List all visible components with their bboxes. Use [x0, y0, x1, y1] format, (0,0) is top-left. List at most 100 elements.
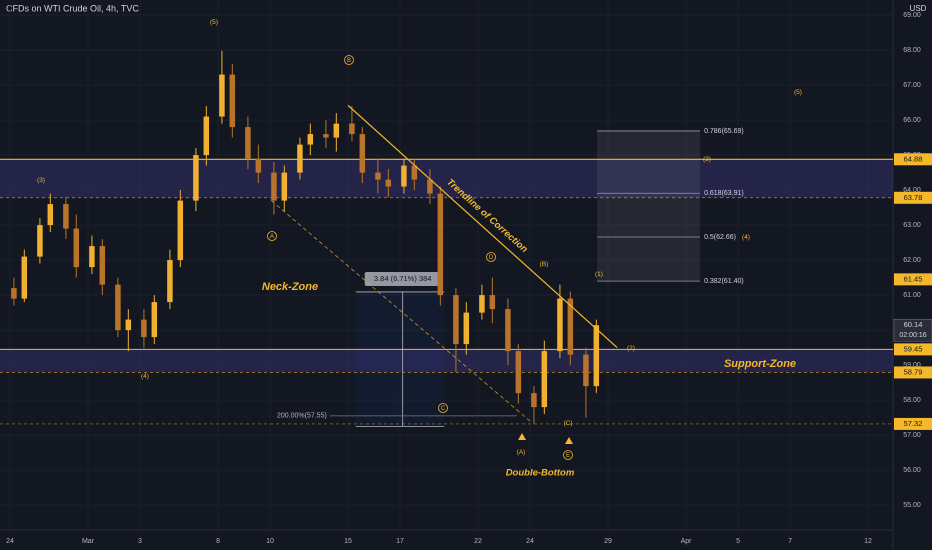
- wave-label: (A): [517, 449, 526, 456]
- wave-label: (C): [563, 420, 572, 427]
- wave-label: (3): [703, 156, 711, 163]
- x-tick-label: 22: [474, 538, 482, 545]
- wave-circle: [267, 231, 277, 241]
- wave-label: (5): [210, 19, 218, 26]
- candle-body: [505, 309, 511, 352]
- candle-body: [333, 123, 340, 138]
- candle-body: [593, 325, 600, 387]
- y-tick-label: 68.00: [903, 47, 921, 54]
- candle-body: [541, 351, 548, 408]
- wave-label: (3): [37, 177, 45, 184]
- candle-body: [73, 228, 80, 268]
- wave-label: (4): [141, 373, 149, 380]
- countdown: 02:00:16: [899, 332, 926, 339]
- wave-label: (5): [794, 89, 802, 96]
- level-price-label-box: [894, 343, 932, 356]
- fib-label: 0.382(61.40): [704, 278, 744, 285]
- y-tick-label: 61.00: [903, 292, 921, 299]
- candle-body: [359, 134, 366, 173]
- wave-label: D: [489, 255, 494, 261]
- candle-body: [141, 319, 147, 338]
- wave-diagonal: [271, 200, 531, 422]
- wave-label: (B): [540, 261, 549, 268]
- x-tick-label: 10: [266, 538, 274, 545]
- x-tick-label: 24: [6, 538, 14, 545]
- candle-body: [177, 200, 184, 261]
- candle-body: [437, 193, 444, 296]
- candle-body: [21, 256, 28, 299]
- candle-body: [567, 298, 574, 355]
- candle-body: [515, 351, 522, 394]
- fib-label: 0.786(65.69): [704, 128, 744, 135]
- measure-label: 3.84 (6.71%) 384: [374, 274, 432, 283]
- bottom-marker: [518, 433, 526, 440]
- trendline: [347, 104, 618, 349]
- y-tick-label: 66.00: [903, 117, 921, 124]
- y-tick-label: 64.00: [903, 187, 921, 194]
- candle-body: [219, 74, 225, 117]
- level-price-label-box: [894, 191, 932, 204]
- measure-box: [355, 291, 445, 427]
- wave-label: E: [566, 453, 570, 459]
- wave-circle: [344, 55, 354, 65]
- level-price-label-box: [894, 153, 932, 166]
- wave-label: C: [441, 406, 446, 412]
- candle-body: [349, 123, 355, 135]
- candle-body: [297, 144, 303, 173]
- y-tick-label: 67.00: [903, 82, 921, 89]
- y-tick-label: 56.00: [903, 467, 921, 474]
- level-price-label: 63.78: [904, 193, 923, 202]
- y-tick-label: 57.00: [903, 432, 921, 439]
- level-price-label: 58.79: [904, 367, 923, 376]
- zone: [0, 159, 893, 198]
- zone-label: Double-Bottom: [506, 468, 575, 479]
- wave-label: B: [347, 58, 351, 64]
- candle-body: [115, 284, 121, 331]
- candle-body: [489, 295, 496, 310]
- level-price-label-box: [894, 366, 932, 379]
- bottom-marker: [565, 437, 573, 444]
- level-price-label: 64.88: [904, 154, 923, 163]
- y-tick-label: 55.00: [903, 502, 921, 509]
- candle-body: [411, 165, 418, 180]
- last-price: 60.14: [904, 320, 923, 329]
- candle-body: [255, 158, 262, 173]
- candle-body: [385, 179, 392, 187]
- candle-body: [453, 295, 459, 345]
- candle-body: [193, 155, 199, 201]
- wave-label: (4): [742, 234, 750, 241]
- candle-body: [375, 172, 381, 180]
- x-tick-label: 29: [604, 538, 612, 545]
- candle-body: [151, 302, 158, 338]
- level-price-label-box: [894, 417, 932, 430]
- chart-title: CFDs on WTI Crude Oil, 4h, TVC: [6, 3, 139, 13]
- x-tick-label: 5: [736, 538, 740, 545]
- x-tick-label: 12: [864, 538, 872, 545]
- candle-body: [125, 319, 132, 331]
- wave-label: (2): [627, 345, 635, 352]
- currency: USD: [910, 4, 927, 13]
- candle-body: [167, 260, 173, 303]
- fib-label: 0.618(63.91): [704, 190, 744, 197]
- level-price-label: 59.45: [904, 344, 923, 353]
- x-tick-label: 24: [526, 538, 534, 545]
- x-tick-label: Mar: [82, 538, 95, 545]
- candle-body: [401, 165, 407, 187]
- wave-circle: [438, 403, 448, 413]
- candle-body: [47, 204, 54, 226]
- level-price-label: 57.32: [904, 419, 923, 428]
- candle-body: [557, 298, 563, 352]
- fib-price-label-box: [894, 273, 932, 286]
- candle-body: [99, 246, 106, 285]
- wave-label: (1): [595, 271, 603, 278]
- y-tick-label: 59.00: [903, 362, 921, 369]
- x-tick-label: 15: [344, 538, 352, 545]
- zone-label: Support-Zone: [724, 358, 796, 370]
- x-tick-label: 7: [788, 538, 792, 545]
- candle-body: [229, 74, 236, 128]
- y-tick-label: 63.00: [903, 222, 921, 229]
- y-tick-label: 69.00: [903, 12, 921, 19]
- x-tick-label: 3: [138, 538, 142, 545]
